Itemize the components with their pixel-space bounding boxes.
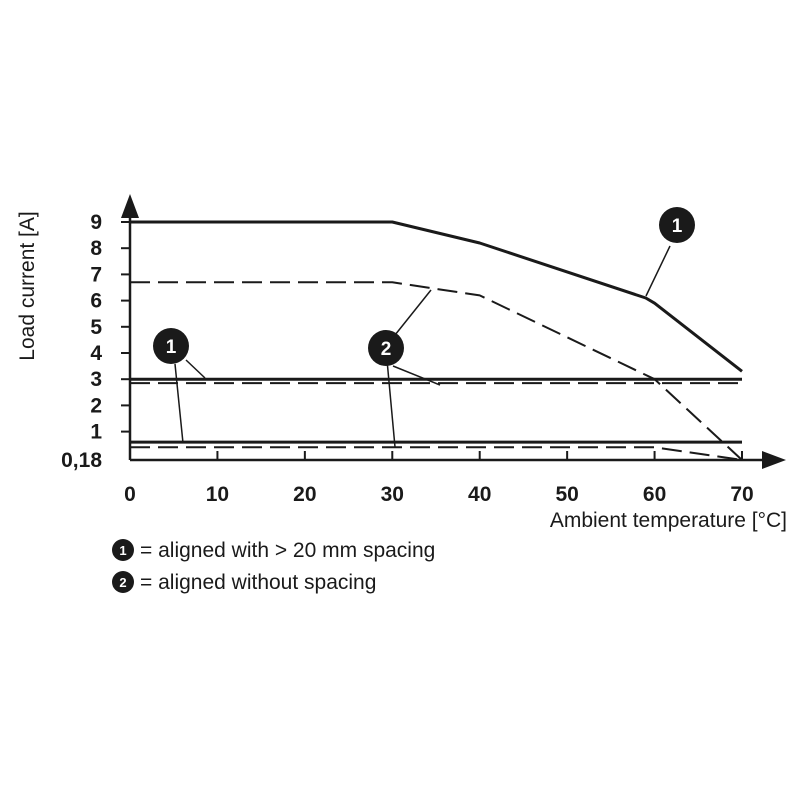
series-line-2-dashed [130, 281, 743, 461]
series-line-1-solid [130, 220, 743, 373]
x-tick-label: 60 [643, 483, 666, 506]
y-axis-arrow [121, 194, 139, 218]
y-tick-label: 0,18 [61, 449, 102, 472]
x-axis-title: Ambient temperature [°C] [550, 509, 787, 532]
y-tick-label: 8 [90, 237, 102, 260]
legend-marker-label: 2 [119, 575, 126, 590]
legend-marker [112, 539, 134, 561]
x-tick-label: 70 [730, 483, 753, 506]
leader-line [392, 365, 441, 386]
legend-item-text: = aligned without spacing [140, 571, 376, 594]
legend-marker [112, 571, 134, 593]
leader-line [185, 359, 206, 379]
callout-marker-2-label: 2 [381, 339, 392, 360]
y-tick-label: 2 [90, 394, 102, 417]
x-tick-label: 10 [206, 483, 229, 506]
leader-line [394, 289, 432, 336]
leader-line [645, 245, 671, 297]
y-tick-label: 5 [90, 316, 102, 339]
y-axis-title: Load current [A] [16, 211, 39, 360]
callout-marker-2 [368, 330, 404, 366]
x-tick-label: 20 [293, 483, 316, 506]
series-layer [130, 220, 743, 461]
x-tick-label: 0 [124, 483, 136, 506]
markers-layer: 1 2 1 [153, 207, 695, 448]
y-tick-label: 6 [90, 290, 102, 313]
callout-marker-1-label: 1 [166, 337, 177, 358]
callout-marker-1-label: 1 [672, 216, 683, 237]
callout-marker-1 [153, 328, 189, 364]
x-tick-label: 50 [555, 483, 578, 506]
leader-line [386, 359, 396, 448]
y-tick-label: 3 [90, 368, 102, 391]
legend-item-text: = aligned with > 20 mm spacing [140, 539, 435, 562]
x-axis-arrow [762, 451, 786, 469]
y-tick-label: 1 [90, 421, 102, 444]
x-tick-label: 30 [381, 483, 404, 506]
x-tick-label: 40 [468, 483, 491, 506]
leader-line [174, 363, 184, 444]
callout-marker-1 [659, 207, 695, 243]
series-line-6-dashed [130, 446, 743, 461]
ticks-layer: 0 10 20 30 40 50 60 70 0,18 1 2 3 4 5 6 7 8 9 [61, 211, 754, 506]
y-tick-label: 7 [90, 263, 102, 286]
legend: 1 = aligned with > 20 mm spacing 2 = aligne… [112, 539, 435, 594]
y-tick-label: 4 [90, 342, 102, 365]
legend-marker-label: 1 [119, 543, 126, 558]
axes [121, 194, 786, 469]
y-tick-label: 9 [90, 211, 102, 234]
